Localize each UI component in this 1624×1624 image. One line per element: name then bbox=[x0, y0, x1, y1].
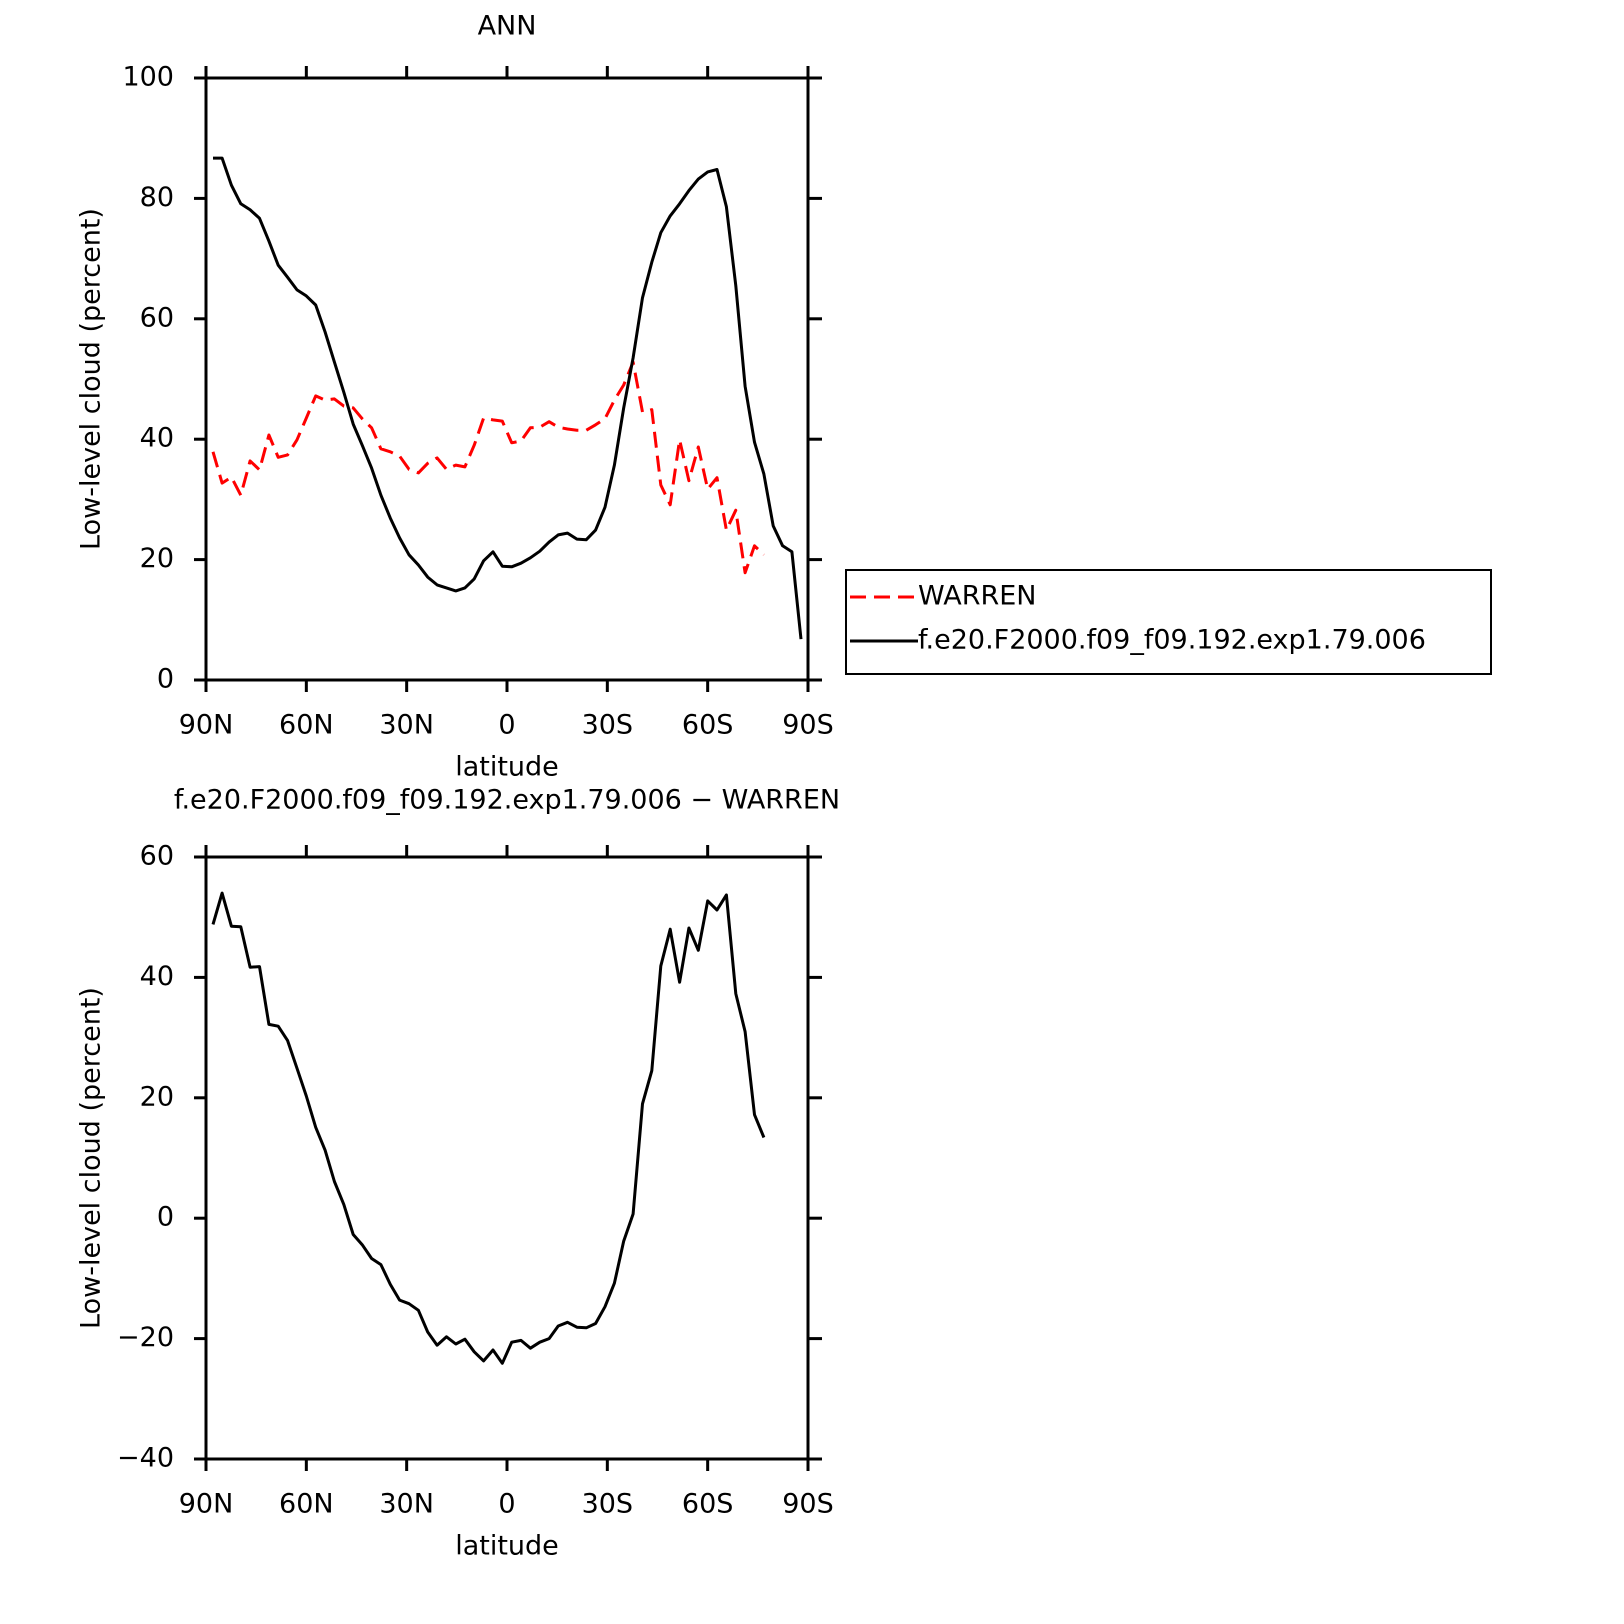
y-axis-label: Low-level cloud (percent) bbox=[76, 208, 107, 550]
y-tick-label: 60 bbox=[140, 841, 174, 872]
y-tick-label: 20 bbox=[140, 1081, 174, 1112]
y-tick-label: 40 bbox=[140, 423, 174, 454]
x-tick-label: 60N bbox=[279, 1489, 334, 1520]
x-tick-label: 90N bbox=[179, 1489, 234, 1520]
x-axis-label: latitude bbox=[455, 752, 559, 783]
legend-box bbox=[845, 569, 1492, 675]
line-series bbox=[211, 891, 766, 1365]
chart-title: f.e20.F2000.f09_f09.192.exp1.79.006 − WA… bbox=[174, 785, 840, 816]
x-tick-label: 90N bbox=[179, 710, 234, 741]
x-tick-label: 90S bbox=[782, 1489, 834, 1520]
legend-label: WARREN bbox=[918, 581, 1036, 612]
y-tick-label: −20 bbox=[117, 1322, 174, 1353]
y-tick-label: 100 bbox=[122, 62, 174, 93]
y-tick-label: 20 bbox=[140, 543, 174, 574]
x-tick-label: 60S bbox=[682, 710, 734, 741]
x-tick-label: 90S bbox=[782, 710, 834, 741]
x-tick-label: 60N bbox=[279, 710, 334, 741]
x-tick-label: 30N bbox=[379, 710, 434, 741]
y-axis-label: Low-level cloud (percent) bbox=[76, 987, 107, 1329]
x-tick-label: 30S bbox=[582, 710, 634, 741]
plot-frame bbox=[204, 855, 810, 1461]
chart-title: ANN bbox=[478, 11, 537, 42]
y-tick-label: 80 bbox=[140, 182, 174, 213]
legend-label: f.e20.F2000.f09_f09.192.exp1.79.006 bbox=[918, 625, 1426, 656]
x-tick-label: 60S bbox=[682, 1489, 734, 1520]
y-tick-label: 0 bbox=[157, 664, 174, 695]
x-axis-label: latitude bbox=[455, 1531, 559, 1562]
y-tick-label: −40 bbox=[117, 1443, 174, 1474]
x-tick-label: 0 bbox=[498, 1489, 515, 1520]
x-tick-label: 30N bbox=[379, 1489, 434, 1520]
line-series bbox=[211, 360, 765, 575]
y-tick-label: 60 bbox=[140, 302, 174, 333]
x-tick-label: 30S bbox=[582, 1489, 634, 1520]
y-tick-label: 0 bbox=[157, 1202, 174, 1233]
x-tick-label: 0 bbox=[498, 710, 515, 741]
line-series bbox=[213, 156, 803, 640]
y-tick-label: 40 bbox=[140, 961, 174, 992]
